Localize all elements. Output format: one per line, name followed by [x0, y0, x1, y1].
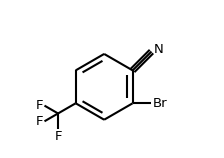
Text: Br: Br: [153, 97, 167, 110]
Text: N: N: [154, 43, 164, 56]
Text: F: F: [36, 99, 43, 112]
Text: F: F: [36, 115, 43, 128]
Text: F: F: [54, 130, 62, 143]
